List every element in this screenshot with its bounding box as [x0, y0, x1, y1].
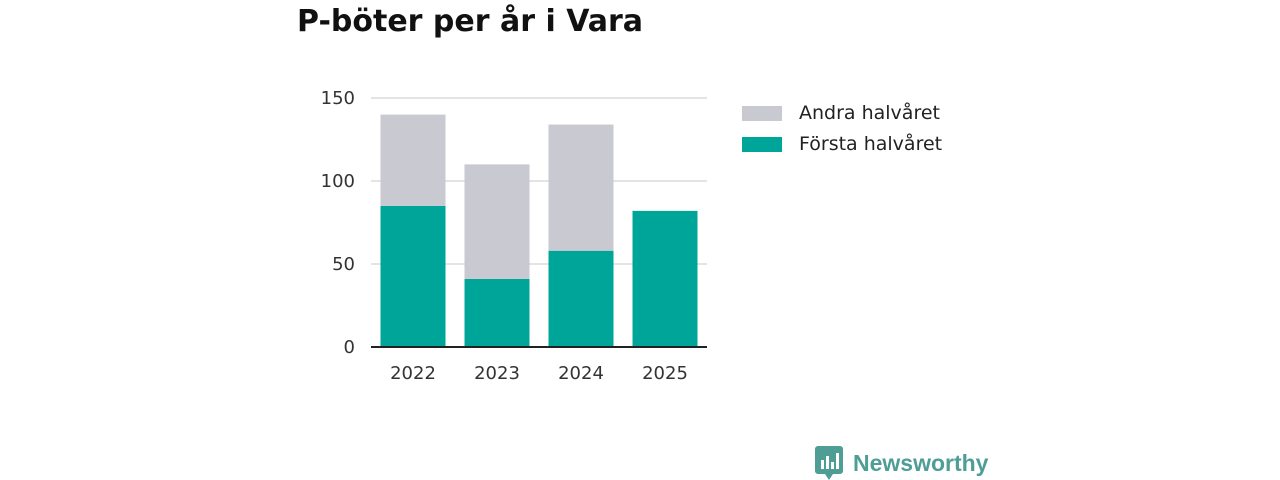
bar-2022-series-0	[380, 205, 446, 347]
bar-2024-series-0	[548, 250, 614, 347]
y-tick-label-150: 150	[321, 88, 355, 109]
legend-swatch-andra	[742, 105, 782, 121]
x-tick-label-2022: 2022	[390, 363, 436, 384]
chart-title: P-böter per år i Vara	[297, 4, 644, 39]
bar-2023-series-1	[464, 164, 530, 279]
brand-name: Newsworthy	[853, 449, 989, 476]
x-tick-label-2023: 2023	[474, 363, 520, 384]
bar-2025-series-0	[632, 210, 698, 347]
bar-2022-series-1	[380, 114, 446, 206]
legend-swatch-forsta	[742, 136, 782, 152]
legend: Andra halvåret Första halvåret	[742, 98, 942, 160]
legend-label-andra: Andra halvåret	[799, 102, 940, 124]
legend-item-andra: Andra halvåret	[742, 98, 942, 128]
bar-2023-series-0	[464, 278, 530, 347]
y-tick-label-50: 50	[332, 254, 355, 275]
x-tick-label-2024: 2024	[558, 363, 604, 384]
legend-label-forsta: Första halvåret	[799, 133, 943, 155]
y-tick-label-0: 0	[344, 337, 355, 358]
legend-item-forsta: Första halvåret	[742, 129, 942, 159]
bar-2024-series-1	[548, 124, 614, 251]
x-tick-label-2025: 2025	[642, 363, 688, 384]
newsworthy-brand: Newsworthy	[815, 446, 988, 480]
newsworthy-logo-icon	[815, 446, 843, 480]
y-tick-label-100: 100	[321, 171, 355, 192]
